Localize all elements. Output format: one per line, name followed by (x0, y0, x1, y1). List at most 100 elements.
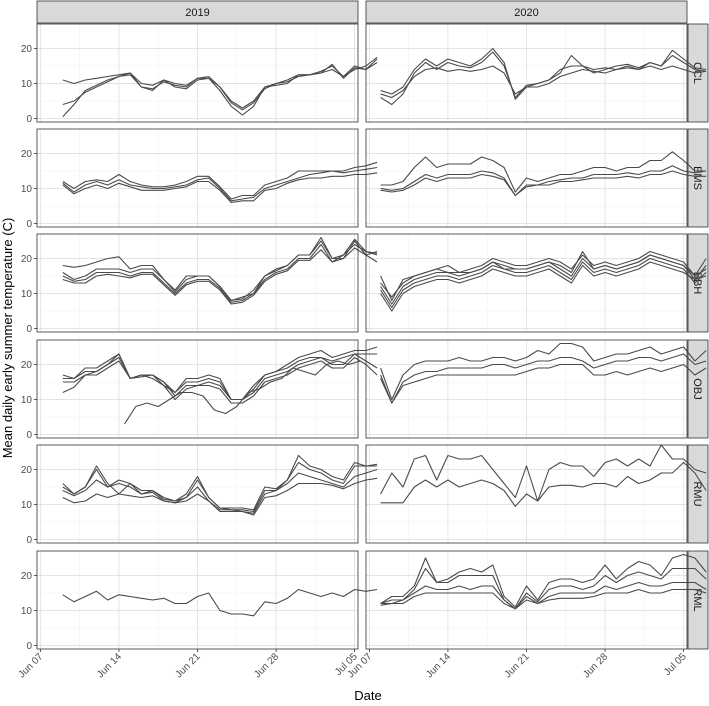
panel-series-2019-OBJ (62, 346, 378, 425)
series-line (380, 553, 707, 608)
y-tick-label: 0 (26, 535, 32, 546)
series-line (62, 353, 378, 401)
series-line (62, 243, 378, 303)
panel-border (365, 128, 688, 228)
y-tick-label: 10 (21, 184, 33, 195)
panel-2019-CCL (37, 24, 358, 122)
column-strip (365, 0, 688, 24)
y-tick-label: 10 (21, 395, 33, 406)
x-tick-label: Jun 28 (252, 651, 281, 680)
y-tick-label: 10 (21, 606, 33, 617)
series-line (380, 567, 707, 610)
series-line (380, 151, 707, 193)
row-strip (687, 339, 709, 439)
row-strip (687, 444, 709, 544)
y-tick-label: 20 (21, 360, 33, 371)
panels-layer: 2019 2020CCLEMSBBHOBJRMURML01020010200102… (16, 0, 709, 680)
panel-border (36, 128, 359, 228)
row-strip-label: OBJ (691, 378, 703, 399)
panel-border (365, 233, 688, 333)
series-line (62, 166, 378, 202)
y-tick-label: 20 (21, 571, 33, 582)
series-line (380, 461, 707, 507)
series-line (62, 172, 378, 204)
series-line (62, 56, 378, 118)
series-line (62, 346, 378, 401)
series-line (380, 581, 707, 610)
panel-2019-OBJ (37, 340, 358, 438)
panel-series-2019-RML (62, 588, 378, 617)
column-strip-label: 2020 (514, 7, 538, 19)
series-line (124, 360, 361, 425)
y-tick-label: 10 (21, 79, 33, 90)
y-tick-label: 20 (21, 465, 33, 476)
y-tick-label: 20 (21, 254, 33, 265)
series-line (380, 363, 707, 404)
panel-border (36, 233, 359, 333)
panel-border (36, 444, 359, 544)
series-line (62, 454, 378, 511)
panel-2019-RML (37, 551, 358, 649)
y-axis-title: Mean daily early summer temperature (C) (0, 218, 15, 459)
series-line (380, 165, 707, 197)
panel-2020-RMU (366, 445, 687, 543)
panel-2019-EMS (37, 129, 358, 227)
panel-series-2020-BBH (380, 250, 707, 312)
series-line (380, 250, 707, 298)
series-line (62, 236, 378, 302)
column-strip-label: 2019 (185, 7, 209, 19)
y-tick-label: 20 (21, 44, 33, 55)
panel-series-2019-BBH (62, 236, 378, 305)
series-line (62, 468, 378, 514)
series-line (380, 353, 707, 404)
row-strip-label: RML (691, 588, 703, 611)
row-strip (687, 233, 709, 333)
panel-series-2020-EMS (380, 151, 707, 197)
panel-border (36, 23, 359, 123)
series-line (62, 161, 378, 200)
y-tick-label: 0 (26, 324, 32, 335)
panel-border (365, 339, 688, 439)
y-tick-label: 0 (26, 641, 32, 652)
x-tick-label: Jun 07 (16, 651, 45, 680)
series-line (380, 261, 707, 312)
row-strip-label: RMU (691, 481, 703, 506)
series-line (380, 170, 707, 197)
x-tick-label: Jun 21 (174, 651, 203, 680)
y-tick-label: 10 (21, 500, 33, 511)
series-line (380, 47, 707, 100)
x-tick-label: Jun 14 (424, 651, 453, 680)
panel-series-2020-RML (380, 553, 707, 610)
panel-series-2020-CCL (380, 47, 707, 106)
y-tick-label: 0 (26, 114, 32, 125)
series-line (62, 356, 378, 404)
series-line (62, 247, 378, 305)
panel-series-2020-RMU (380, 444, 707, 507)
y-tick-label: 10 (21, 289, 33, 300)
panel-series-2019-CCL (62, 56, 378, 118)
series-line (380, 588, 707, 610)
panel-2019-BBH (37, 234, 358, 332)
x-tick-label: Jun 21 (503, 651, 532, 680)
x-tick-label: Jun 14 (95, 651, 124, 680)
series-line (62, 477, 378, 516)
series-line (62, 353, 378, 401)
panel-border (365, 23, 688, 123)
panel-border (36, 339, 359, 439)
x-axis-title: Date (354, 688, 381, 703)
x-tick-label: Jul 05 (662, 651, 689, 678)
series-line (380, 342, 707, 401)
x-tick-label: Jun 28 (581, 651, 610, 680)
row-strip (687, 128, 709, 228)
series-line (62, 588, 378, 617)
series-line (380, 444, 707, 502)
panel-series-2019-RMU (62, 454, 378, 516)
y-tick-label: 0 (26, 219, 32, 230)
panel-series-2020-OBJ (380, 342, 707, 404)
panel-2020-OBJ (366, 340, 687, 438)
panel-series-2019-EMS (62, 161, 378, 204)
y-tick-label: 20 (21, 149, 33, 160)
panel-border (365, 444, 688, 544)
y-tick-label: 0 (26, 430, 32, 441)
